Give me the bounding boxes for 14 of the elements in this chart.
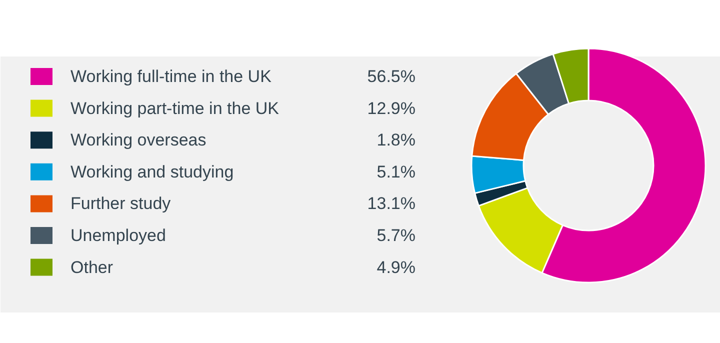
legend-label: Working and studying: [70, 162, 234, 182]
legend-label: Working full-time in the UK: [70, 67, 272, 86]
data-label: 12.9%: [367, 98, 416, 118]
legend-label: Other: [70, 258, 114, 277]
data-label: 13.1%: [367, 194, 416, 214]
legend-label: Unemployed: [70, 226, 166, 245]
data-label: 5.7%: [376, 226, 416, 245]
legend-label: Working overseas: [70, 130, 206, 150]
legend-label: Further study: [70, 194, 172, 214]
legend-label: Working part-time in the UK: [70, 98, 280, 118]
data-label: 56.5%: [367, 67, 416, 86]
data-label: 1.8%: [376, 130, 416, 150]
data-label: 4.9%: [376, 258, 416, 277]
data-label: 5.1%: [376, 162, 416, 182]
